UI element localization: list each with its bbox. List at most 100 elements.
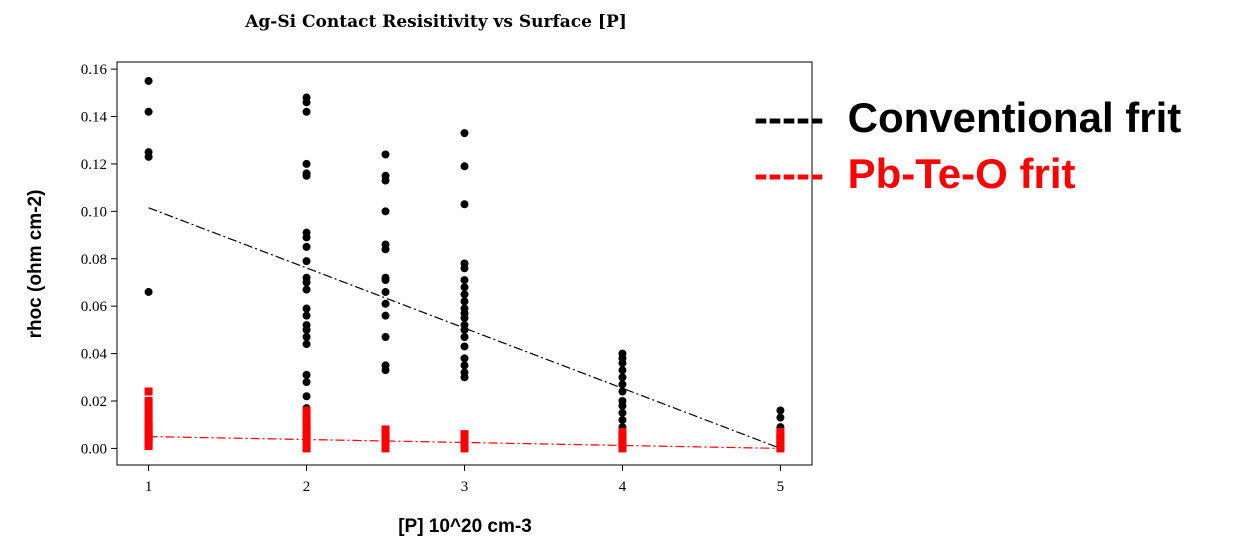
point-pbteo — [144, 396, 153, 405]
y-tick-label: 0.16 — [81, 62, 108, 78]
point-pbteo — [144, 442, 153, 451]
x-tick-label: 5 — [777, 479, 785, 495]
x-tick-label: 3 — [461, 479, 469, 495]
point-conventional — [302, 392, 311, 401]
point-pbteo — [776, 444, 785, 453]
point-conventional — [460, 290, 469, 299]
trend-line-conventional — [148, 207, 781, 449]
point-conventional — [776, 413, 785, 422]
point-conventional — [618, 415, 627, 424]
legend-marker-conventional: ----- — [754, 94, 824, 141]
y-tick-label: 0.08 — [81, 252, 107, 268]
point-conventional — [460, 361, 469, 370]
y-tick-label: 0.04 — [81, 347, 108, 363]
y-axis-label: rhoc (ohm cm-2) — [25, 190, 46, 339]
x-axis-label: [P] 10^20 cm-3 — [398, 516, 532, 537]
point-pbteo — [144, 387, 153, 396]
point-conventional — [381, 207, 390, 216]
point-conventional — [618, 366, 627, 375]
legend-entry-pbteo: ----- Pb-Te-O frit — [754, 150, 1075, 197]
legend: ----- Conventional frit ----- Pb-Te-O fr… — [754, 94, 1181, 197]
point-conventional — [460, 200, 469, 209]
point-conventional — [460, 332, 469, 341]
trend-lines — [148, 207, 781, 450]
point-conventional — [302, 171, 311, 180]
x-tick-label: 1 — [145, 479, 153, 495]
point-conventional — [460, 276, 469, 285]
x-tick-label: 2 — [303, 479, 311, 495]
point-conventional — [460, 129, 469, 138]
point-conventional — [381, 287, 390, 296]
y-tick-label: 0.06 — [81, 299, 108, 315]
point-conventional — [618, 387, 627, 396]
point-pbteo — [302, 415, 311, 424]
point-conventional — [302, 340, 311, 349]
point-pbteo — [381, 444, 390, 453]
legend-label-pbteo: Pb-Te-O frit — [848, 150, 1076, 197]
legend-entry-conventional: ----- Conventional frit — [754, 94, 1181, 141]
point-conventional — [618, 359, 627, 368]
point-conventional — [302, 378, 311, 387]
y-tick-label: 0.00 — [81, 441, 107, 457]
point-conventional — [618, 408, 627, 417]
point-pbteo — [302, 411, 311, 420]
point-conventional — [381, 311, 390, 320]
y-tick-label: 0.02 — [81, 394, 107, 410]
point-conventional — [381, 299, 390, 308]
trend-line-pbteo — [148, 435, 781, 450]
point-conventional — [302, 159, 311, 168]
point-conventional — [144, 287, 153, 296]
point-conventional — [302, 257, 311, 266]
point-conventional — [302, 325, 311, 334]
point-conventional — [302, 332, 311, 341]
point-pbteo — [144, 401, 153, 410]
point-pbteo — [460, 444, 469, 453]
point-conventional — [144, 152, 153, 161]
point-conventional — [302, 278, 311, 287]
x-axis: 1 2 3 4 5 — [145, 465, 784, 495]
point-conventional — [460, 283, 469, 292]
point-conventional — [618, 380, 627, 389]
point-conventional — [381, 245, 390, 254]
point-conventional — [144, 76, 153, 85]
point-conventional — [460, 264, 469, 273]
legend-label-conventional: Conventional frit — [848, 94, 1182, 141]
point-conventional — [618, 373, 627, 382]
point-conventional — [381, 332, 390, 341]
point-conventional — [460, 325, 469, 334]
legend-marker-pbteo: ----- — [754, 150, 824, 197]
point-conventional — [302, 242, 311, 251]
point-pbteo — [144, 415, 153, 424]
point-conventional — [460, 354, 469, 363]
point-conventional — [302, 311, 311, 320]
y-axis: 0.00 0.02 0.04 0.06 0.08 0.10 0.12 0.14 0.16 — [81, 62, 117, 457]
point-conventional — [302, 370, 311, 379]
point-conventional — [144, 107, 153, 116]
y-tick-label: 0.10 — [81, 204, 107, 220]
point-pbteo — [618, 444, 627, 453]
point-conventional — [460, 297, 469, 306]
point-conventional — [302, 107, 311, 116]
x-tick-label: 4 — [619, 479, 627, 495]
point-pbteo — [144, 406, 153, 415]
point-pbteo — [302, 444, 311, 453]
point-conventional — [302, 285, 311, 294]
point-conventional — [460, 314, 469, 323]
y-tick-label: 0.12 — [81, 157, 107, 173]
point-pbteo — [144, 411, 153, 420]
point-conventional — [302, 233, 311, 242]
chart-title: Ag-Si Contact Resisitivity vs Surface [P… — [244, 12, 627, 32]
point-conventional — [776, 406, 785, 415]
point-conventional — [381, 176, 390, 185]
point-pbteo — [302, 406, 311, 415]
y-tick-label: 0.14 — [81, 110, 108, 126]
point-conventional — [381, 366, 390, 375]
data-points — [144, 76, 785, 453]
point-conventional — [381, 150, 390, 159]
point-conventional — [460, 162, 469, 171]
point-conventional — [460, 342, 469, 351]
point-conventional — [460, 373, 469, 382]
point-conventional — [302, 98, 311, 107]
point-conventional — [381, 276, 390, 285]
